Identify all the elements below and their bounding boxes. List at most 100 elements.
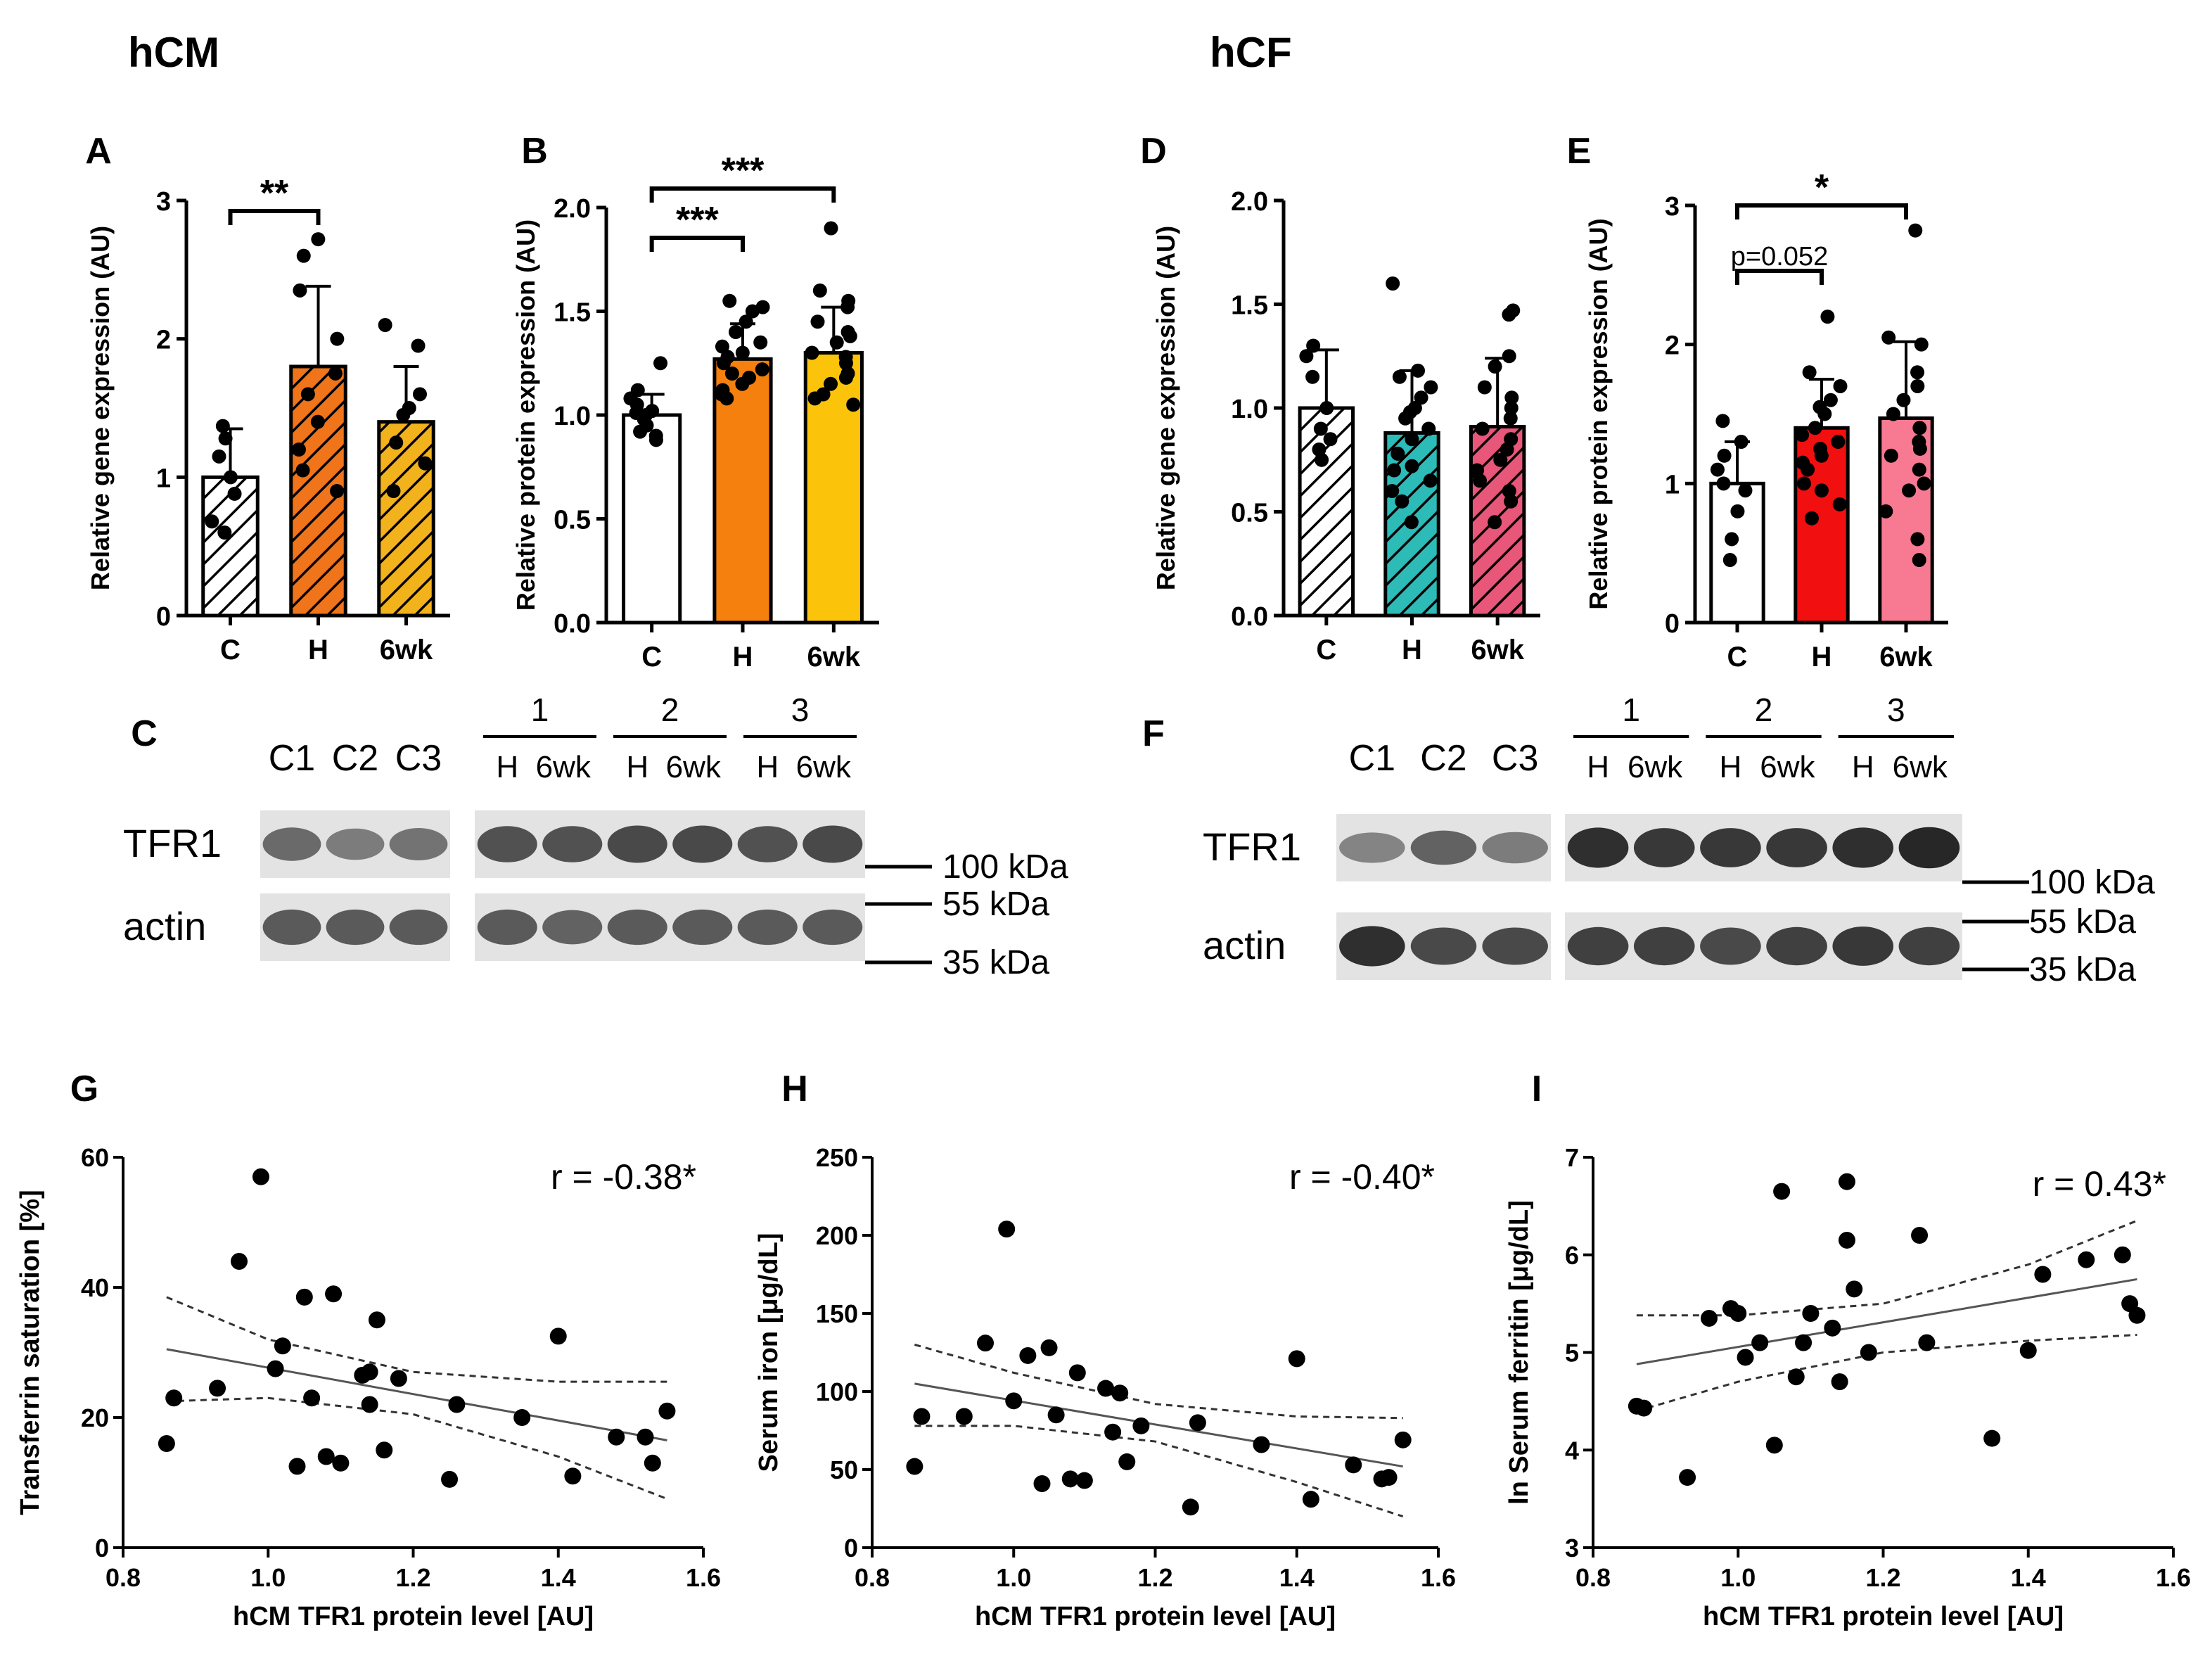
data-point [1908, 223, 1923, 238]
data-point [1394, 1431, 1412, 1448]
group-label: 2 [1755, 692, 1773, 728]
data-point [1488, 359, 1502, 374]
data-point [1061, 1470, 1079, 1488]
y-tick-label: 2.0 [554, 194, 591, 224]
y-tick-label: 0.0 [554, 609, 591, 639]
data-point [212, 449, 226, 464]
marker-label: 55 kDa [942, 886, 1049, 923]
data-point [1503, 411, 1518, 426]
y-tick-label: 0 [95, 1534, 109, 1562]
blot-band [1482, 927, 1548, 965]
x-tick-label: C [1727, 642, 1748, 673]
data-point [332, 1454, 350, 1472]
data-point [441, 1470, 459, 1488]
row-label: actin [123, 904, 206, 948]
data-point [724, 367, 739, 381]
scatter-panel-g: G 0 20 40 60 0.8 1.0 1.2 1.4 1.6 hCM TFR1 protein … [15, 1069, 721, 1631]
y-axis-label: Serum iron [μg/dL] [754, 1233, 784, 1472]
lane-label: 6wk [1628, 750, 1683, 784]
group-label: 3 [791, 692, 810, 728]
lane-label: H [1587, 750, 1609, 784]
blot-membrane [475, 893, 865, 961]
blot-band [326, 828, 385, 860]
significance-label: * [1815, 167, 1829, 208]
data-point [1701, 1309, 1718, 1327]
panel-letter: E [1567, 131, 1592, 172]
y-tick-label: 2 [156, 326, 171, 355]
data-point [1823, 393, 1838, 407]
lane-label: C2 [332, 738, 378, 779]
data-point [1405, 459, 1419, 473]
data-point [1504, 401, 1519, 415]
data-point [1725, 532, 1739, 547]
blot-band [1339, 926, 1405, 967]
data-point [1730, 504, 1745, 518]
data-point [1111, 1384, 1129, 1402]
data-point [1722, 553, 1737, 568]
data-point [913, 1408, 931, 1425]
correlation-annotation: r = -0.40* [1289, 1157, 1435, 1197]
data-point [330, 331, 345, 346]
blot-band [1567, 926, 1629, 966]
data-point [291, 442, 306, 457]
data-point [1831, 1373, 1848, 1391]
group-label: 3 [1887, 692, 1905, 728]
data-point [1820, 310, 1835, 324]
data-point [361, 1363, 378, 1381]
data-point [361, 1396, 378, 1413]
blot-band [737, 826, 798, 862]
data-point [2034, 1266, 2052, 1283]
lane-label: C1 [1349, 738, 1395, 779]
significance-label: *** [722, 151, 765, 191]
data-point [2128, 1306, 2146, 1324]
correlation-annotation: r = 0.43* [2033, 1164, 2166, 1204]
row-label: TFR1 [1203, 824, 1301, 869]
significance-bracket [649, 236, 745, 252]
data-point [300, 387, 315, 402]
significance-label: *** [676, 200, 719, 241]
blot-band [1898, 827, 1960, 869]
data-point [1802, 365, 1817, 380]
y-tick-label: 0 [156, 602, 171, 632]
x-tick-label: 1.0 [250, 1563, 286, 1592]
data-point [1832, 497, 1847, 511]
blot-band [542, 826, 603, 862]
lane-label: H [1720, 750, 1742, 784]
data-point [1323, 432, 1338, 447]
x-tick-label: 1.6 [1421, 1563, 1456, 1592]
data-point [1253, 1436, 1270, 1453]
data-point [1983, 1429, 2001, 1447]
y-axis-label: Transferrin saturation [%] [15, 1190, 45, 1515]
blot-band [1410, 830, 1477, 865]
data-point [829, 335, 844, 350]
y-tick-label: 4 [1565, 1436, 1579, 1465]
data-point [1387, 463, 1402, 478]
significance-bracket [1735, 269, 1824, 285]
bar-panel-a: A 0 1 2 3 Relative gene expression (AU) C H 6wk *… [85, 131, 450, 665]
data-point [1488, 515, 1502, 530]
lane-label: H [756, 750, 779, 784]
data-point [376, 1441, 393, 1459]
x-tick-label: 0.8 [1575, 1563, 1611, 1592]
blot-membrane [1565, 814, 1962, 881]
data-point [608, 1428, 625, 1446]
data-point [295, 463, 310, 478]
data-point [1751, 1334, 1769, 1351]
lane-label: 6wk [666, 750, 722, 784]
data-point [411, 338, 426, 353]
data-point [1306, 338, 1321, 353]
data-point [328, 366, 343, 381]
regression-line [166, 1348, 667, 1441]
panel-letter: I [1532, 1069, 1542, 1109]
data-point [1910, 365, 1925, 380]
data-point [217, 526, 232, 540]
ci-lower-band [166, 1396, 667, 1501]
y-tick-label: 1 [1665, 470, 1680, 499]
regression-line [1636, 1278, 2137, 1365]
data-point [368, 1311, 385, 1329]
significance-label: p=0.052 [1731, 242, 1828, 272]
data-point [1833, 378, 1848, 393]
data-point [715, 339, 729, 354]
significance-bracket [1735, 203, 1908, 219]
blot-band [1339, 832, 1405, 863]
